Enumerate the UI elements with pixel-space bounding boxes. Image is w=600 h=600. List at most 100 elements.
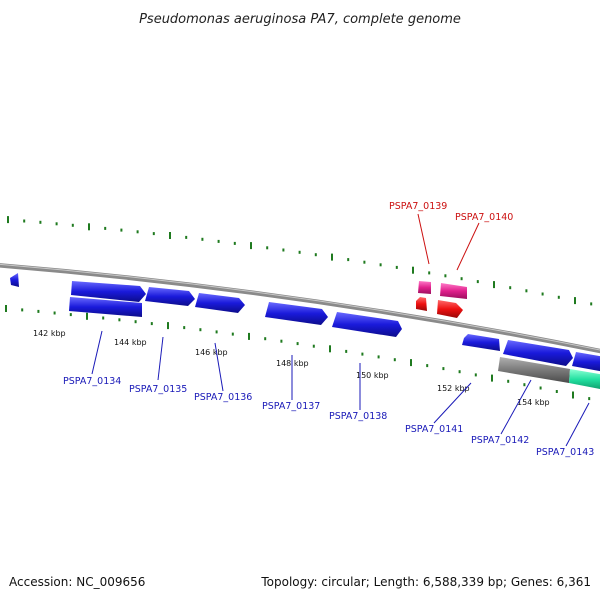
gc-tick bbox=[217, 239, 220, 243]
gene-PSPA7_0141-block[interactable] bbox=[462, 334, 500, 351]
label-PSPA7_0134[interactable]: PSPA7_0134 bbox=[63, 376, 121, 387]
gc-tick bbox=[312, 344, 315, 348]
kbp-152: 152 kbp bbox=[437, 384, 470, 393]
gc-tick bbox=[185, 235, 188, 239]
gc-tick bbox=[539, 386, 542, 390]
gc-tick bbox=[120, 228, 123, 232]
leader-PSPA7_0135 bbox=[157, 336, 164, 381]
gc-tick bbox=[86, 312, 88, 320]
gc-tick bbox=[199, 328, 202, 332]
gc-tick bbox=[55, 222, 58, 226]
gc-tick bbox=[574, 297, 576, 305]
gc-tick bbox=[69, 313, 72, 317]
gc-tick bbox=[412, 266, 414, 274]
gene-arrow-left-edge[interactable] bbox=[10, 273, 19, 287]
gene-PSPA7_0136-block[interactable] bbox=[195, 293, 245, 313]
genome-backbone bbox=[0, 263, 600, 354]
gc-tick bbox=[231, 332, 234, 336]
label-PSPA7_0139[interactable]: PSPA7_0139 bbox=[389, 201, 447, 212]
gc-tick bbox=[509, 286, 512, 290]
gc-tick bbox=[572, 391, 574, 399]
gc-tick bbox=[150, 322, 153, 326]
leader-PSPA7_0139 bbox=[417, 213, 430, 265]
kbp-154: 154 kbp bbox=[517, 398, 550, 407]
gc-tick bbox=[134, 320, 137, 324]
gc-tick bbox=[169, 232, 171, 239]
gc-tick bbox=[428, 271, 431, 275]
kbp-142: 142 kbp bbox=[33, 329, 66, 338]
gc-tick bbox=[5, 305, 7, 312]
gc-tick bbox=[21, 308, 24, 312]
gc-tick bbox=[152, 232, 155, 236]
leader-PSPA7_0143 bbox=[565, 402, 590, 447]
leader-PSPA7_0141 bbox=[433, 382, 472, 424]
gc-tick bbox=[167, 322, 169, 330]
label-PSPA7_0141[interactable]: PSPA7_0141 bbox=[405, 424, 463, 435]
label-PSPA7_0136[interactable]: PSPA7_0136 bbox=[194, 392, 252, 403]
gc-tick bbox=[296, 342, 299, 346]
gene-PSPA7_0135-block[interactable] bbox=[145, 287, 195, 306]
gc-tick bbox=[361, 352, 364, 356]
gc-tick bbox=[314, 253, 317, 257]
label-PSPA7_0137[interactable]: PSPA7_0137 bbox=[262, 401, 320, 412]
gc-tick bbox=[136, 230, 139, 234]
gc-tick bbox=[588, 397, 591, 401]
gc-tick bbox=[23, 219, 26, 223]
label-PSPA7_0143[interactable]: PSPA7_0143 bbox=[536, 447, 594, 458]
feature-gray-band[interactable] bbox=[498, 357, 570, 383]
accession-text: Accession: NC_009656 bbox=[9, 575, 145, 589]
gc-tick bbox=[493, 281, 495, 289]
gc-tick bbox=[458, 370, 461, 374]
gc-tick bbox=[266, 246, 269, 250]
gc-tick bbox=[298, 250, 301, 254]
gc-tick bbox=[215, 330, 218, 334]
gc-tick bbox=[363, 260, 366, 264]
forward-genes bbox=[71, 281, 600, 372]
gc-tick bbox=[88, 223, 90, 231]
label-PSPA7_0142[interactable]: PSPA7_0142 bbox=[471, 435, 529, 446]
gene-PSPA7_0139-red[interactable] bbox=[416, 297, 427, 311]
leader-PSPA7_0136 bbox=[214, 342, 224, 392]
gene-PSPA7_0140-red[interactable] bbox=[437, 300, 463, 318]
gc-tick bbox=[410, 359, 412, 367]
gene-PSPA7_0140-pink[interactable] bbox=[440, 283, 467, 299]
gc-tick bbox=[557, 295, 560, 299]
gc-tick bbox=[7, 216, 9, 224]
label-PSPA7_0140[interactable]: PSPA7_0140 bbox=[455, 212, 513, 223]
gc-tick bbox=[250, 242, 252, 250]
gene-leader-lines bbox=[91, 213, 590, 447]
gc-tick bbox=[523, 383, 526, 387]
gc-tick bbox=[201, 237, 204, 241]
gc-tick bbox=[39, 220, 42, 224]
label-PSPA7_0138[interactable]: PSPA7_0138 bbox=[329, 411, 387, 422]
gc-tick bbox=[248, 332, 250, 340]
gene-PSPA7_0134-lower[interactable] bbox=[69, 297, 142, 317]
gene-PSPA7_0143-block[interactable] bbox=[572, 352, 600, 372]
gene-PSPA7_0134-upper[interactable] bbox=[71, 281, 146, 302]
gene-PSPA7_0138-block[interactable] bbox=[332, 312, 402, 337]
gc-tick bbox=[476, 280, 479, 284]
gc-tick bbox=[104, 226, 107, 230]
gc-tick bbox=[280, 339, 283, 343]
gc-tick bbox=[507, 379, 510, 383]
feature-teal-band[interactable] bbox=[569, 369, 600, 390]
label-PSPA7_0135[interactable]: PSPA7_0135 bbox=[129, 384, 187, 395]
gene-PSPA7_0142-block[interactable] bbox=[503, 340, 573, 366]
gc-tick bbox=[102, 316, 105, 320]
gc-tick bbox=[329, 345, 331, 353]
topology-summary: Topology: circular; Length: 6,588,339 bp… bbox=[260, 575, 591, 589]
gc-tick bbox=[444, 274, 447, 278]
gc-tick bbox=[474, 373, 477, 377]
gc-tick bbox=[541, 292, 544, 296]
gene-labels: PSPA7_0134 PSPA7_0135 PSPA7_0136 PSPA7_0… bbox=[63, 201, 594, 458]
gc-ticks-outer bbox=[7, 216, 593, 306]
gene-PSPA7_0137-block[interactable] bbox=[265, 302, 328, 325]
gc-tick bbox=[491, 374, 493, 382]
gc-tick bbox=[53, 311, 56, 315]
gc-tick bbox=[590, 302, 593, 306]
genome-backbone-highlight bbox=[0, 263, 600, 351]
leader-PSPA7_0140 bbox=[456, 222, 480, 271]
gene-PSPA7_0139-pink[interactable] bbox=[418, 281, 431, 294]
kbp-144: 144 kbp bbox=[114, 338, 147, 347]
